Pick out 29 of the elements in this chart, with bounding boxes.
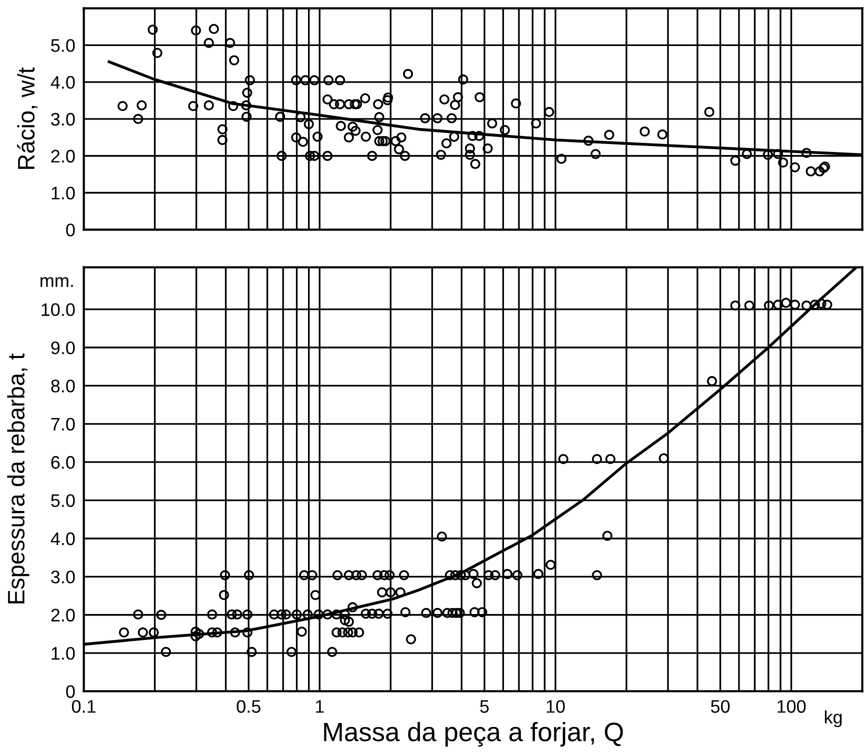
x-tick-label: 10	[546, 700, 565, 713]
y-tick-label: 9.0	[51, 341, 75, 354]
text: kg	[824, 710, 842, 728]
x-tick-label: 50	[710, 700, 730, 713]
y-tick-label: 8.0	[51, 380, 75, 392]
y-tick-label: 4.0	[50, 76, 75, 89]
x-axis-title: Massa da peça a forjar, Q	[324, 722, 623, 747]
y-tick-label: 4.0	[50, 532, 75, 546]
y-tick-label: 6.0	[51, 456, 75, 469]
y-tick-label: 5.0	[51, 494, 75, 508]
y-tick-label: 0	[66, 224, 75, 236]
y-tick-label: 2.0	[51, 150, 75, 163]
y-tick-label: 10.0	[42, 303, 75, 316]
y-tick-label: 2.0	[51, 608, 75, 622]
y-tick-label: 5.0	[51, 39, 75, 52]
x-tick-label: 0.5	[236, 700, 260, 713]
y-tick-label: 1.0	[52, 186, 75, 200]
y-tick-label: 3.0	[51, 112, 75, 126]
y-axis-title: Espessura da rebarba, t	[7, 353, 30, 604]
y-tick-label: 0	[66, 685, 75, 698]
y-tick-label: 3.0	[51, 570, 75, 584]
x-tick-label: 100	[778, 700, 806, 713]
x-tick-label: 5	[480, 700, 489, 713]
text: mm.	[40, 277, 73, 287]
x-tick-label: 1	[316, 700, 324, 713]
x-tick-label: 0.1	[72, 700, 96, 713]
y-tick-label: 1.0	[52, 646, 75, 660]
y-tick-label: 7.0	[51, 418, 75, 431]
y-axis-title: Rácio, w/t	[16, 67, 38, 169]
